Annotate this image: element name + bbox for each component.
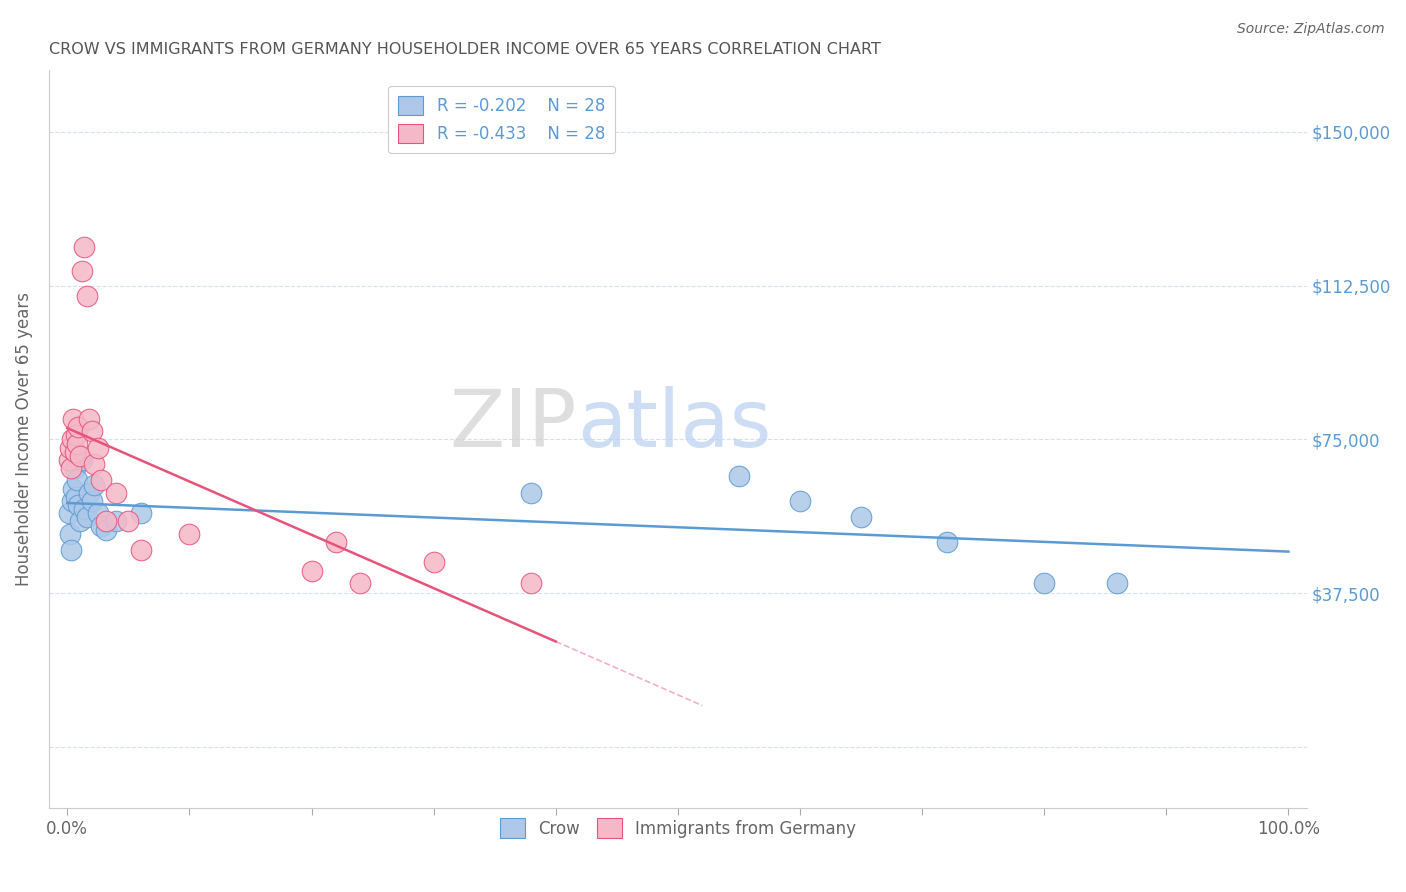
Point bbox=[59, 461, 82, 475]
Point bbox=[66, 474, 89, 488]
Point bbox=[96, 523, 118, 537]
Point bbox=[1033, 576, 1056, 591]
Point bbox=[96, 515, 118, 529]
Point bbox=[70, 264, 93, 278]
Point bbox=[65, 428, 87, 442]
Point bbox=[69, 515, 91, 529]
Point bbox=[73, 502, 96, 516]
Point bbox=[60, 433, 83, 447]
Point bbox=[849, 510, 872, 524]
Point bbox=[83, 457, 105, 471]
Point bbox=[77, 485, 100, 500]
Point bbox=[90, 518, 112, 533]
Text: Source: ZipAtlas.com: Source: ZipAtlas.com bbox=[1237, 22, 1385, 37]
Point bbox=[59, 526, 82, 541]
Point bbox=[117, 515, 139, 529]
Point bbox=[935, 535, 957, 549]
Point bbox=[67, 498, 90, 512]
Point bbox=[62, 482, 84, 496]
Point bbox=[58, 506, 80, 520]
Point bbox=[73, 240, 96, 254]
Text: CROW VS IMMIGRANTS FROM GERMANY HOUSEHOLDER INCOME OVER 65 YEARS CORRELATION CHA: CROW VS IMMIGRANTS FROM GERMANY HOUSEHOL… bbox=[49, 42, 880, 57]
Point bbox=[76, 289, 98, 303]
Point bbox=[76, 510, 98, 524]
Point bbox=[90, 474, 112, 488]
Point bbox=[80, 494, 103, 508]
Point bbox=[129, 506, 152, 520]
Point bbox=[325, 535, 347, 549]
Point bbox=[66, 436, 89, 450]
Point bbox=[59, 543, 82, 558]
Point bbox=[65, 490, 87, 504]
Point bbox=[59, 441, 82, 455]
Point bbox=[87, 506, 110, 520]
Point bbox=[77, 412, 100, 426]
Text: atlas: atlas bbox=[578, 385, 772, 464]
Point bbox=[83, 477, 105, 491]
Point bbox=[789, 494, 811, 508]
Text: ZIP: ZIP bbox=[450, 385, 578, 464]
Point bbox=[70, 453, 93, 467]
Point bbox=[69, 449, 91, 463]
Point bbox=[349, 576, 371, 591]
Point bbox=[105, 485, 128, 500]
Point bbox=[105, 515, 128, 529]
Point bbox=[129, 543, 152, 558]
Point bbox=[67, 420, 90, 434]
Point bbox=[58, 453, 80, 467]
Legend: Crow, Immigrants from Germany: Crow, Immigrants from Germany bbox=[494, 812, 862, 845]
Point bbox=[728, 469, 751, 483]
Point bbox=[422, 556, 444, 570]
Point bbox=[63, 461, 86, 475]
Point bbox=[1107, 576, 1129, 591]
Point bbox=[87, 441, 110, 455]
Point bbox=[63, 444, 86, 458]
Point bbox=[62, 412, 84, 426]
Point bbox=[60, 494, 83, 508]
Point bbox=[301, 564, 323, 578]
Point bbox=[520, 576, 543, 591]
Point bbox=[520, 485, 543, 500]
Y-axis label: Householder Income Over 65 years: Householder Income Over 65 years bbox=[15, 293, 32, 586]
Point bbox=[179, 526, 201, 541]
Point bbox=[80, 424, 103, 438]
